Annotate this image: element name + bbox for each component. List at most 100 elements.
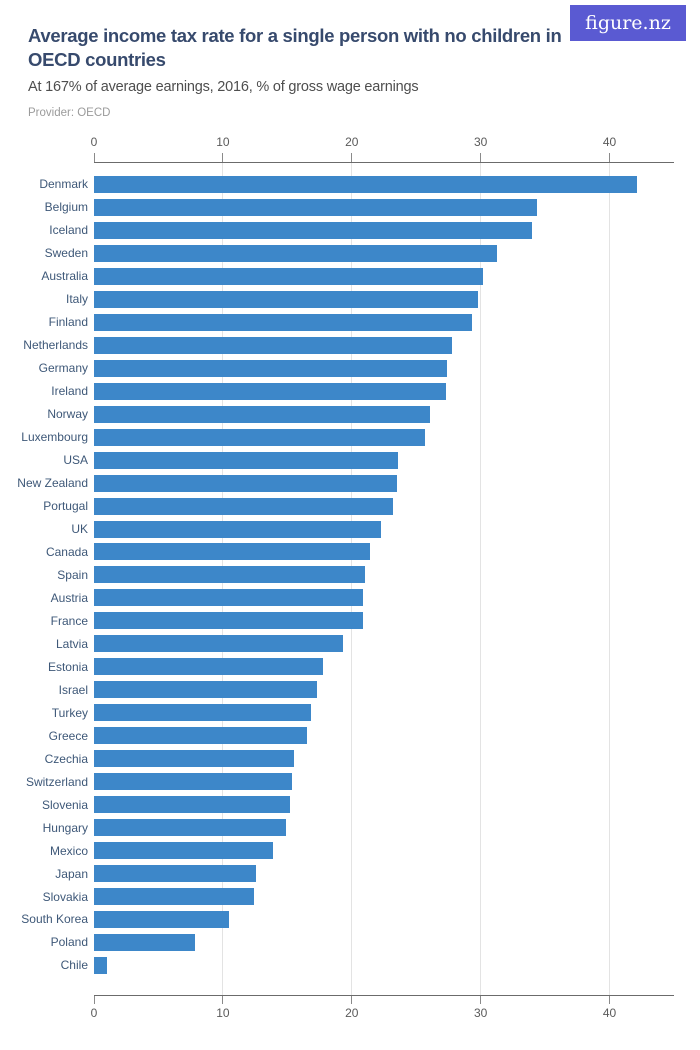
- bar-row: Austria: [0, 586, 700, 609]
- bar-track: [94, 888, 674, 906]
- value-bar: [94, 198, 538, 216]
- bar-track: [94, 244, 674, 262]
- bar-row: Slovenia: [0, 793, 700, 816]
- country-label: UK: [71, 522, 88, 537]
- country-label: France: [50, 613, 88, 628]
- bar-track: [94, 933, 674, 951]
- bar-track: [94, 221, 674, 239]
- top-tick-label: 10: [216, 135, 230, 149]
- value-bar: [94, 290, 479, 308]
- country-label: New Zealand: [17, 476, 88, 491]
- top-tick-mark: [222, 153, 224, 162]
- top-tick-mark: [609, 153, 611, 162]
- value-bar: [94, 244, 498, 262]
- bar-row: Netherlands: [0, 334, 700, 357]
- bar-track: [94, 313, 674, 331]
- value-bar: [94, 612, 363, 630]
- bar-row: Latvia: [0, 632, 700, 655]
- bar-row: USA: [0, 449, 700, 472]
- country-label: Japan: [55, 866, 88, 881]
- grid-line: [480, 163, 482, 995]
- country-label: Luxembourg: [21, 430, 88, 445]
- bar-track: [94, 474, 674, 492]
- value-bar: [94, 451, 399, 469]
- country-label: Italy: [65, 292, 88, 307]
- value-bar: [94, 933, 195, 951]
- top-tick-label: 20: [345, 135, 359, 149]
- bar-track: [94, 842, 674, 860]
- value-bar: [94, 750, 294, 768]
- value-bar: [94, 336, 453, 354]
- bar-track: [94, 497, 674, 515]
- bar-row: UK: [0, 518, 700, 541]
- bar-track: [94, 681, 674, 699]
- bar-track: [94, 520, 674, 538]
- bar-rows: Denmark Belgium Iceland Sweden Australia Ital…: [0, 173, 700, 977]
- chart-subtitle: At 167% of average earnings, 2016, % of …: [28, 79, 419, 95]
- bottom-axis-line: [94, 995, 674, 996]
- country-label: Israel: [58, 682, 88, 697]
- value-bar: [94, 888, 254, 906]
- bar-track: [94, 267, 674, 285]
- bar-track: [94, 451, 674, 469]
- country-label: Germany: [38, 361, 88, 376]
- provider-label: Provider: OECD: [28, 107, 111, 119]
- country-label: South Korea: [21, 912, 88, 927]
- value-bar: [94, 910, 230, 928]
- bar-row: Sweden: [0, 242, 700, 265]
- value-bar: [94, 267, 484, 285]
- bar-row: Israel: [0, 678, 700, 701]
- bar-row: Poland: [0, 931, 700, 954]
- figure-nz-logo[interactable]: figure.nz: [570, 5, 686, 41]
- top-tick-label: 0: [90, 135, 98, 149]
- country-label: Estonia: [47, 659, 88, 674]
- bar-row: Slovakia: [0, 885, 700, 908]
- bar-row: Chile: [0, 954, 700, 977]
- country-label: Slovenia: [41, 797, 88, 812]
- top-tick-label: 30: [473, 135, 488, 149]
- bar-track: [94, 750, 674, 768]
- value-bar: [94, 842, 274, 860]
- grid-line: [609, 163, 611, 995]
- value-bar: [94, 704, 311, 722]
- country-label: Turkey: [51, 705, 88, 720]
- country-label: Australia: [41, 269, 88, 284]
- country-label: Spain: [57, 567, 88, 582]
- value-bar: [94, 956, 107, 974]
- top-tick-mark: [351, 153, 353, 162]
- bar-row: Belgium: [0, 196, 700, 219]
- bar-row: Estonia: [0, 655, 700, 678]
- value-bar: [94, 175, 637, 193]
- bar-row: Germany: [0, 357, 700, 380]
- bar-track: [94, 658, 674, 676]
- bar-row: Finland: [0, 311, 700, 334]
- country-label: Canada: [45, 544, 88, 559]
- bar-row: Luxembourg: [0, 426, 700, 449]
- country-label: Netherlands: [23, 338, 88, 353]
- value-bar: [94, 520, 382, 538]
- value-bar: [94, 819, 287, 837]
- value-bar: [94, 313, 472, 331]
- value-bar: [94, 474, 397, 492]
- country-label: Hungary: [42, 820, 88, 835]
- value-bar: [94, 681, 317, 699]
- value-bar: [94, 405, 431, 423]
- value-bar: [94, 865, 257, 883]
- chart-header: Average income tax rate for a single per…: [28, 24, 603, 119]
- value-bar: [94, 566, 365, 584]
- country-label: Finland: [48, 315, 88, 330]
- top-axis-line: [94, 162, 674, 163]
- top-tick-label: 40: [602, 135, 617, 149]
- bar-row: New Zealand: [0, 472, 700, 495]
- bar-row: Japan: [0, 862, 700, 885]
- bar-row: Turkey: [0, 701, 700, 724]
- country-label: Denmark: [39, 177, 88, 192]
- bar-track: [94, 290, 674, 308]
- bar-row: Canada: [0, 541, 700, 564]
- country-label: Greece: [48, 728, 88, 743]
- bar-track: [94, 796, 674, 814]
- bar-track: [94, 773, 674, 791]
- bar-row: Italy: [0, 288, 700, 311]
- bar-track: [94, 612, 674, 630]
- country-label: Portugal: [43, 499, 88, 514]
